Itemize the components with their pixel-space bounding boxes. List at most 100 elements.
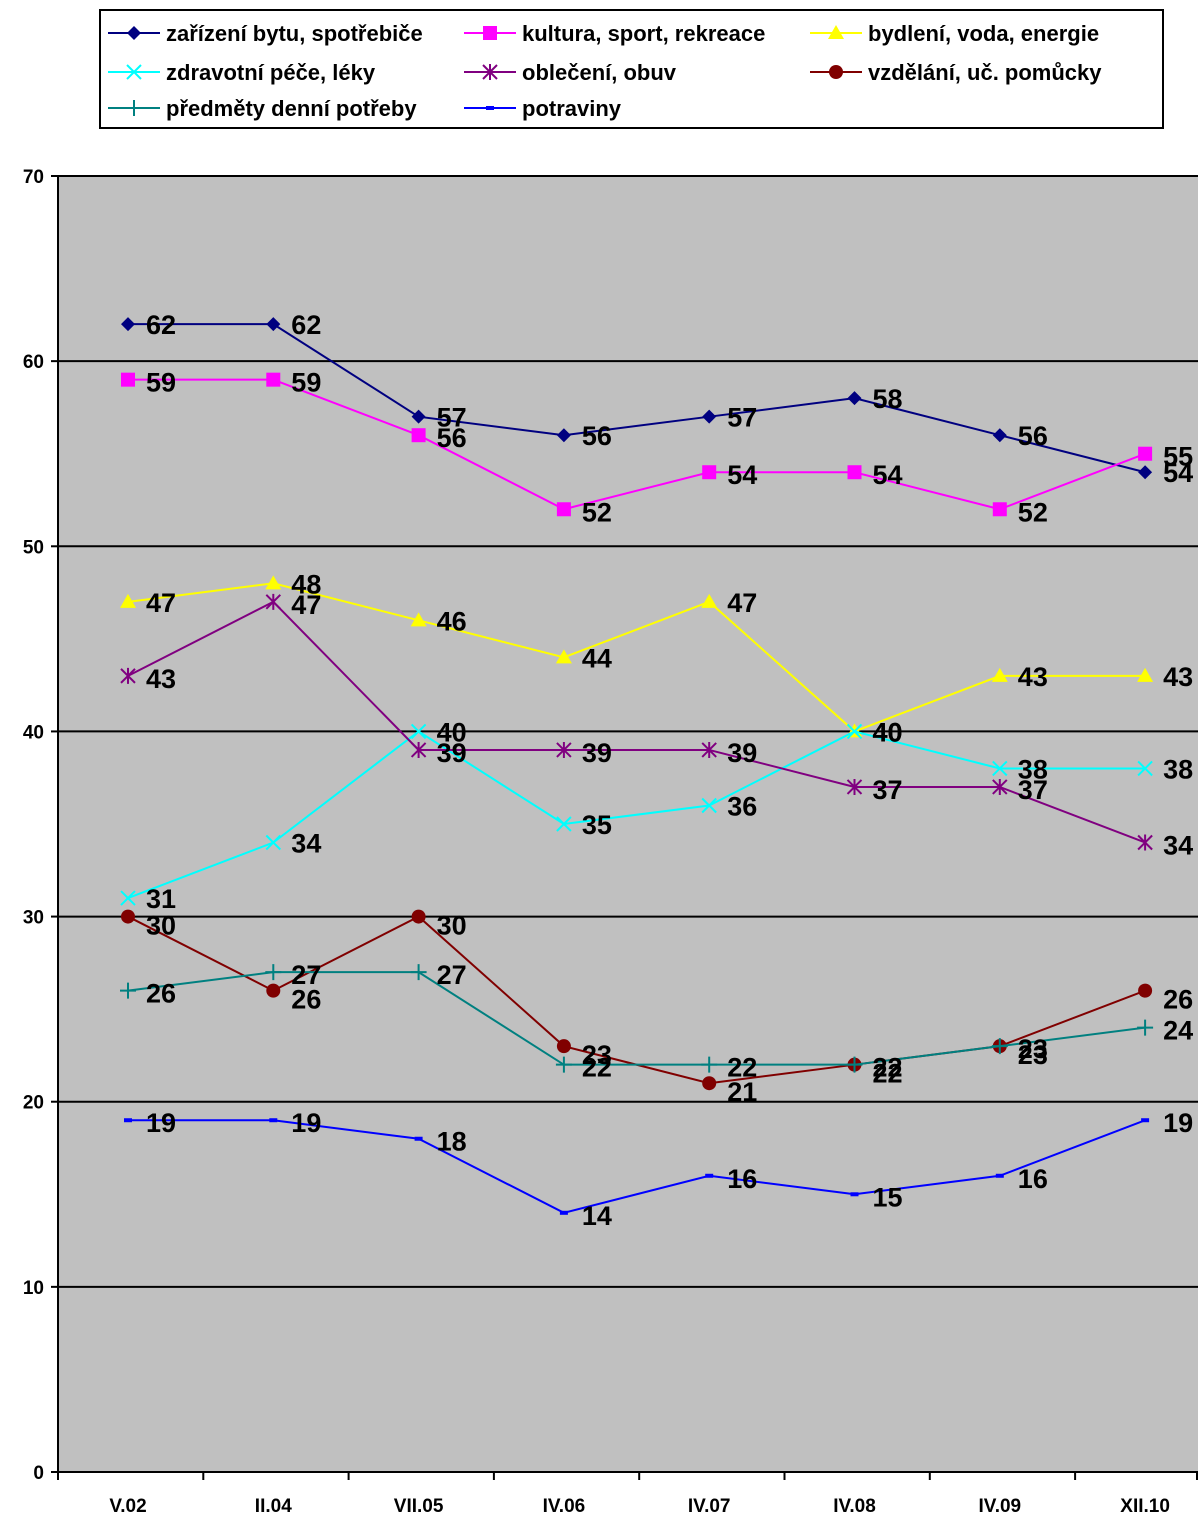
data-label: 54 <box>727 460 757 490</box>
x-tick-label: XII.10 <box>1120 1496 1170 1517</box>
gridlines <box>58 175 1198 1288</box>
data-label: 18 <box>437 1127 467 1157</box>
data-point <box>120 667 136 684</box>
legend: zařízení bytu, spotřebiče kultura, sport,… <box>99 9 1164 129</box>
data-point <box>556 502 571 517</box>
data-label: 43 <box>146 664 176 694</box>
data-label: 39 <box>437 738 467 768</box>
data-point <box>555 649 572 664</box>
data-label: 27 <box>437 960 467 990</box>
data-point <box>556 741 572 758</box>
series-line <box>127 971 1146 1066</box>
data-label: 16 <box>1018 1164 1048 1194</box>
data-point <box>705 1173 714 1178</box>
data-label: 23 <box>1018 1040 1048 1070</box>
legend-item: zařízení bytu, spotřebiče <box>108 21 423 46</box>
legend-marker <box>482 64 498 80</box>
data-label: 19 <box>291 1108 321 1138</box>
data-label: 34 <box>1163 831 1193 861</box>
data-label: 37 <box>1018 775 1048 805</box>
data-label: 30 <box>437 911 467 941</box>
legend-label: předměty denní potřeby <box>166 96 417 121</box>
data-label: 52 <box>1018 497 1048 527</box>
plot-area <box>58 176 1198 1472</box>
x-tick-label: IV.06 <box>543 1496 586 1517</box>
legend-marker <box>126 100 142 116</box>
data-point <box>555 1056 572 1073</box>
x-tick-label: II.04 <box>255 1496 292 1517</box>
data-point <box>846 778 863 795</box>
legend-label: bydlení, voda, energie <box>868 21 1099 46</box>
data-point <box>265 593 282 610</box>
data-point <box>702 1076 717 1091</box>
y-tick-label: 50 <box>23 537 44 558</box>
data-point <box>701 741 717 758</box>
data-point <box>992 778 1008 795</box>
data-point <box>265 575 282 590</box>
legend-item: kultura, sport, rekreace <box>464 21 765 46</box>
data-label: 39 <box>727 738 757 768</box>
series-1 <box>121 317 1153 480</box>
data-point <box>1141 1118 1150 1123</box>
data-point <box>701 797 717 814</box>
legend-marker <box>126 64 142 80</box>
series-layer <box>120 317 1154 1215</box>
x-tick-label: IV.07 <box>688 1496 731 1517</box>
data-point <box>1137 667 1154 682</box>
data-label: 59 <box>291 368 321 398</box>
legend-marker <box>483 26 497 40</box>
data-label: 56 <box>1018 421 1048 451</box>
data-label: 56 <box>582 421 612 451</box>
data-label: 44 <box>582 643 612 673</box>
legend-item: bydlení, voda, energie <box>810 21 1099 46</box>
data-point <box>124 1118 132 1123</box>
data-point <box>701 1056 718 1073</box>
data-label: 22 <box>727 1053 757 1083</box>
data-point <box>410 723 427 740</box>
y-tick-label: 20 <box>23 1093 44 1114</box>
data-label: 21 <box>727 1077 757 1107</box>
data-label: 24 <box>1163 1016 1193 1046</box>
data-point <box>411 409 426 424</box>
data-label: 36 <box>727 791 757 821</box>
y-tick-label: 70 <box>23 167 44 188</box>
legend-item: předměty denní potřeby <box>108 96 417 121</box>
data-label: 58 <box>873 384 903 414</box>
data-point <box>992 760 1008 777</box>
series-line <box>127 600 1146 844</box>
data-point <box>846 723 863 740</box>
legend-item: vzdělání, uč. pomůcky <box>810 60 1102 85</box>
data-label: 34 <box>291 829 321 859</box>
data-label: 54 <box>1163 458 1193 488</box>
y-tick-label: 60 <box>23 352 44 373</box>
data-point <box>120 982 136 999</box>
data-label: 16 <box>727 1164 757 1194</box>
data-point <box>121 909 135 924</box>
data-point <box>1138 465 1153 480</box>
x-tick-label: IV.08 <box>833 1496 876 1517</box>
data-point <box>121 317 135 332</box>
data-point <box>411 428 426 443</box>
series-4 <box>120 723 1153 906</box>
y-tick-label: 30 <box>23 908 44 929</box>
data-label: 22 <box>582 1053 612 1083</box>
data-label: 26 <box>291 985 321 1015</box>
data-point <box>1137 834 1153 851</box>
data-label: 23 <box>582 1040 612 1070</box>
legend-marker <box>829 65 843 79</box>
data-label: 48 <box>291 569 321 599</box>
axes: 0 10 20 30 40 50 60 70 V.02 II.04 VII.05 IV.06 IV.07… <box>23 167 1198 1517</box>
x-tick-label: V.02 <box>109 1496 146 1517</box>
data-point <box>991 667 1008 682</box>
data-point <box>266 317 281 332</box>
legend-label: zařízení bytu, spotřebiče <box>166 21 423 46</box>
data-point <box>265 834 282 851</box>
data-label: 22 <box>873 1053 903 1083</box>
data-label: 59 <box>146 368 176 398</box>
legend-item: zdravotní péče, léky <box>108 60 376 85</box>
series-5 <box>120 593 1153 851</box>
x-tick-label: IV.09 <box>978 1496 1021 1517</box>
data-point <box>847 391 862 406</box>
